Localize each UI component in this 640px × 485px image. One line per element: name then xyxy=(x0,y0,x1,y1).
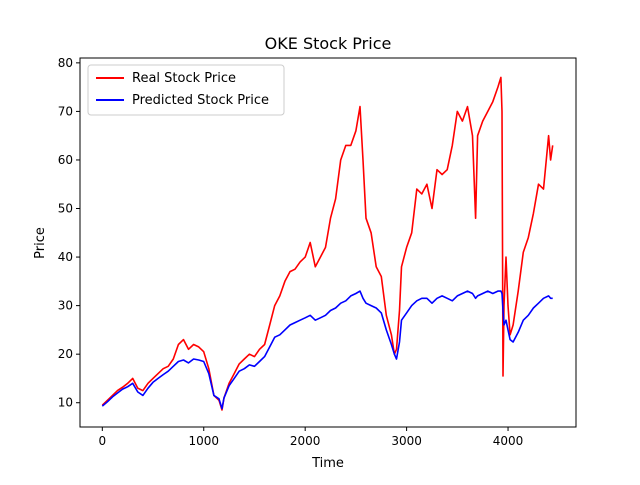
y-tick-label: 50 xyxy=(58,202,73,216)
x-axis: 0 1000 2000 3000 4000 xyxy=(98,427,523,448)
y-tick-label: 80 xyxy=(58,56,73,70)
y-tick-label: 20 xyxy=(58,347,73,361)
x-axis-label: Time xyxy=(311,456,344,471)
legend-box xyxy=(87,64,285,116)
y-tick-label: 30 xyxy=(58,299,73,313)
x-tick-label: 1000 xyxy=(188,434,219,448)
legend-label: Predicted Stock Price xyxy=(132,93,269,108)
series-line-1 xyxy=(101,76,554,411)
legend-label: Real Stock Price xyxy=(132,71,236,86)
y-tick-label: 40 xyxy=(58,250,73,264)
y-tick-label: 10 xyxy=(58,396,73,410)
y-tick-label: 70 xyxy=(58,104,73,118)
chart-title: OKE Stock Price xyxy=(265,34,392,53)
series-layer xyxy=(101,76,554,411)
y-tick-label: 60 xyxy=(58,153,73,167)
x-tick-label: 0 xyxy=(98,434,106,448)
y-axis: 10 20 30 40 50 60 70 80 xyxy=(58,56,80,410)
y-axis-label: Price xyxy=(33,227,48,259)
plot-frame xyxy=(79,57,577,428)
x-tick-label: 2000 xyxy=(290,434,321,448)
legend: Real Stock Price Predicted Stock Price xyxy=(87,64,285,116)
x-tick-label: 3000 xyxy=(391,434,422,448)
series-line-2 xyxy=(101,290,553,410)
x-tick-label: 4000 xyxy=(493,434,524,448)
